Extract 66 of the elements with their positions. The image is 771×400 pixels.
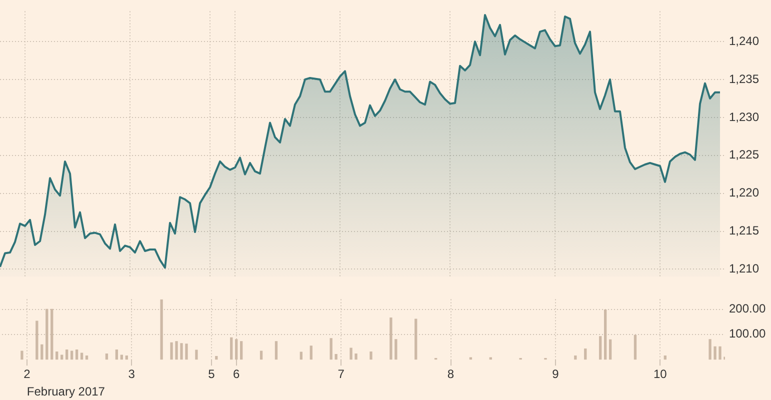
x-tick-label: 5 bbox=[208, 367, 216, 382]
x-tick-label: 9 bbox=[552, 367, 560, 382]
bar bbox=[354, 353, 358, 360]
x-tick-label: 7 bbox=[338, 367, 345, 382]
y-tick-label: 1,220 bbox=[729, 186, 760, 200]
bar bbox=[240, 341, 243, 360]
bar bbox=[56, 351, 58, 360]
bar bbox=[215, 356, 218, 360]
bar bbox=[260, 350, 263, 360]
bar bbox=[718, 346, 722, 360]
x-tick-label: 10 bbox=[654, 367, 668, 382]
bar bbox=[604, 309, 607, 360]
x-tick-label: 6 bbox=[233, 367, 240, 382]
bar bbox=[80, 352, 84, 360]
bar bbox=[175, 341, 178, 360]
bar bbox=[708, 339, 712, 360]
y-tick-label: 1,215 bbox=[729, 224, 760, 238]
y-tick-label: 1,230 bbox=[729, 110, 760, 124]
y-tick-label: 1,225 bbox=[729, 148, 760, 162]
y-tick-label: 1,240 bbox=[729, 34, 760, 48]
bar bbox=[230, 337, 233, 360]
bar bbox=[65, 349, 68, 360]
bar bbox=[310, 346, 312, 360]
bar bbox=[50, 308, 54, 360]
bar bbox=[599, 336, 602, 360]
bar bbox=[300, 352, 303, 360]
bar bbox=[334, 354, 338, 360]
bar bbox=[160, 299, 163, 360]
y-tick-label: 100.00 bbox=[729, 326, 766, 341]
bar bbox=[235, 339, 238, 360]
bar bbox=[370, 351, 372, 360]
bar bbox=[125, 355, 128, 360]
bar bbox=[634, 334, 637, 360]
text: February 2017 bbox=[26, 384, 106, 398]
bar bbox=[414, 318, 418, 360]
bar bbox=[274, 341, 278, 360]
y-tick-label: 1,235 bbox=[729, 72, 760, 86]
x-tick-label: 2 bbox=[24, 367, 31, 382]
x-tick-label: 8 bbox=[447, 367, 454, 382]
bar bbox=[394, 339, 398, 360]
bar bbox=[390, 317, 392, 360]
bar bbox=[70, 350, 74, 360]
bar bbox=[584, 348, 587, 360]
bar bbox=[185, 344, 188, 360]
bar bbox=[574, 355, 577, 360]
y-tick-label: 1,210 bbox=[729, 262, 760, 276]
bar bbox=[350, 348, 352, 360]
bar bbox=[40, 344, 44, 360]
bar bbox=[120, 354, 123, 360]
bar bbox=[75, 349, 78, 360]
bar bbox=[20, 350, 24, 360]
bar bbox=[330, 338, 332, 360]
bar bbox=[664, 355, 666, 360]
bar bbox=[85, 355, 88, 360]
y-tick-label: 200.00 bbox=[729, 302, 766, 316]
bar bbox=[608, 339, 612, 360]
bar bbox=[180, 343, 183, 360]
bar bbox=[60, 354, 64, 360]
bar bbox=[115, 349, 118, 360]
bar bbox=[105, 353, 108, 360]
bar bbox=[46, 308, 48, 360]
bar bbox=[195, 350, 198, 360]
bar bbox=[36, 320, 38, 360]
bar bbox=[170, 342, 173, 360]
x-tick-label: 3 bbox=[128, 367, 136, 382]
bar bbox=[714, 346, 716, 360]
